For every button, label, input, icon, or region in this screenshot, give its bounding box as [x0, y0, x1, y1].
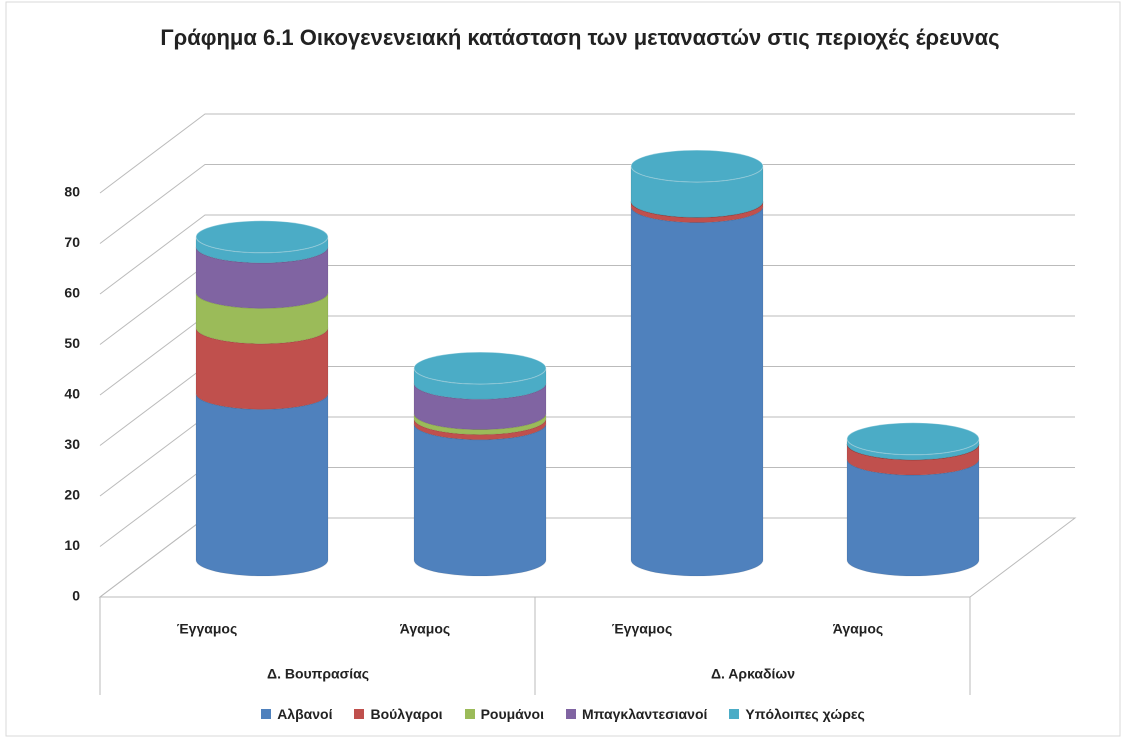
y-tick-label: 20 [64, 487, 80, 503]
cylinder-segment [846, 458, 980, 577]
grid-line [99, 113, 1075, 194]
x-tick-label: Έγγαμος [177, 621, 238, 637]
x-tick-label: Άγαμος [833, 621, 883, 637]
chart-title: Γράφημα 6.1 Οικογενενειακή κατάσταση των… [160, 25, 1000, 50]
y-tick-label: 50 [64, 335, 80, 351]
y-tick-label: 60 [64, 285, 80, 301]
legend-swatch [464, 709, 475, 719]
legend-item: Υπόλοιπες χώρες [729, 706, 865, 722]
legend-label: Μπαγκλαντεσιανοί [582, 706, 708, 722]
legend-item: Ρουμάνοι [464, 706, 544, 722]
legend-item: Μπαγκλαντεσιανοί [566, 706, 707, 722]
frame [5, 1, 1121, 737]
group-label: Δ. Βουπρασίας [267, 666, 369, 682]
legend-label: Υπόλοιπες χώρες [745, 706, 865, 722]
legend-item: Βούλγαροι [354, 706, 443, 722]
legend-label: Βούλγαροι [370, 706, 443, 722]
cylinder-top [846, 422, 980, 456]
legend-swatch [566, 709, 576, 719]
legend-label: Αλβανοί [277, 706, 333, 722]
legend-swatch [261, 709, 272, 719]
legend-swatch [354, 709, 365, 719]
y-tick-label: 30 [64, 436, 80, 452]
legend-swatch [729, 709, 740, 719]
x-tick-label: Έγγαμος [612, 621, 673, 637]
grid-line [99, 164, 1075, 244]
y-tick-label: 40 [64, 386, 80, 402]
y-tick-label: 10 [64, 537, 80, 553]
legend-label: Ρουμάνοι [480, 706, 544, 722]
cylinder-segment [630, 206, 764, 577]
x-tick-label: Άγαμος [400, 621, 450, 637]
grid-line [99, 214, 1075, 295]
y-tick-label: 0 [72, 588, 80, 604]
y-tick-label: 70 [64, 234, 80, 250]
cylinder-top [413, 351, 547, 385]
legend-item: Αλβανοί [261, 706, 332, 722]
legend: Αλβανοί Βούλγαροι Ρουμάνοι Μπαγκλαντεσιανοί… [0, 706, 1126, 722]
cylinder-segment [195, 393, 329, 577]
cylinder-top [195, 220, 329, 254]
cylinder-top [630, 149, 764, 183]
cylinder-segment [413, 423, 547, 577]
y-tick-label: 80 [64, 184, 80, 200]
group-label: Δ. Αρκαδίων [711, 666, 795, 682]
